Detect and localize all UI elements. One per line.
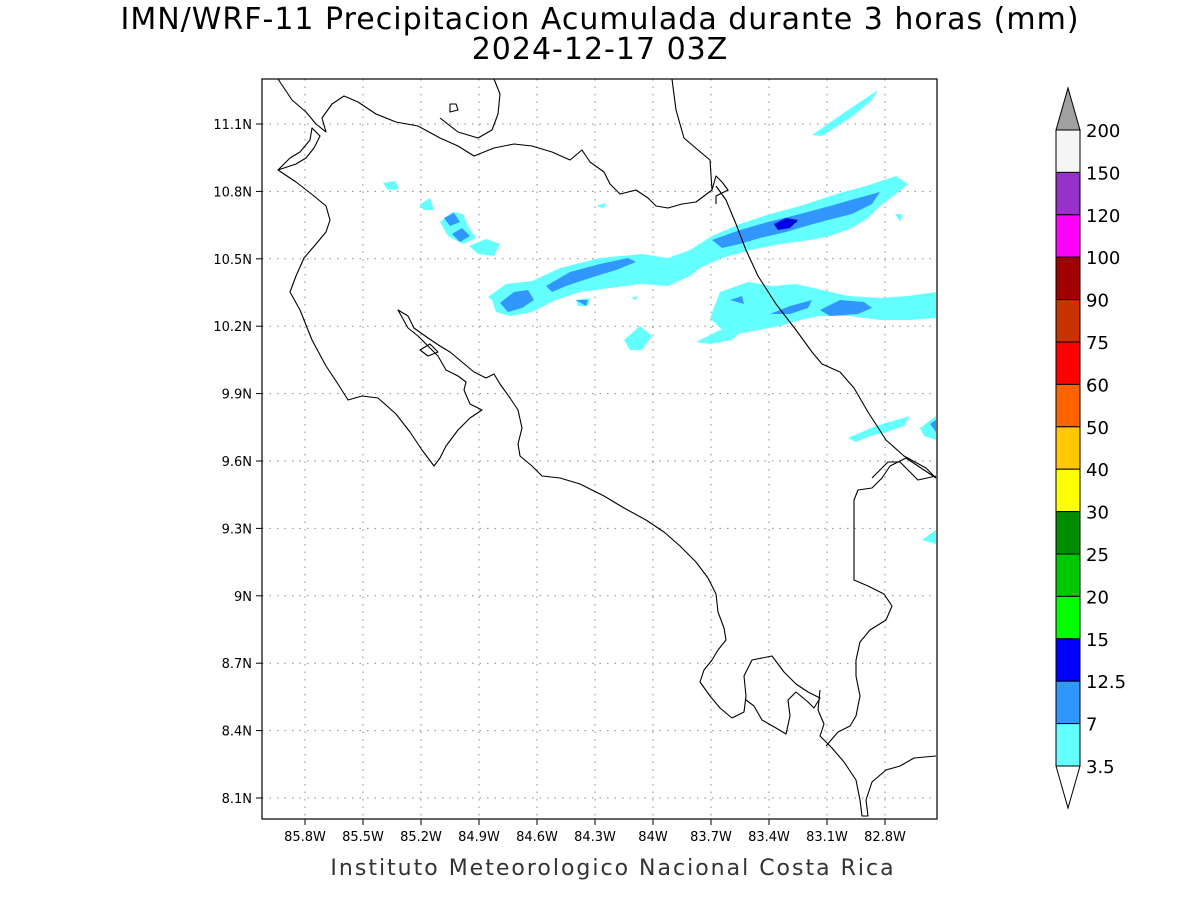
lon-tick-label: 84.3W xyxy=(574,830,616,845)
legend-top-arrow xyxy=(1055,86,1081,131)
lon-tick-label: 85.8W xyxy=(284,830,326,845)
legend-value-label: 40 xyxy=(1086,460,1109,481)
lon-tick-label: 84.9W xyxy=(458,830,500,845)
lat-tick-label: 11.1N xyxy=(213,118,252,133)
lon-tick-label: 85.5W xyxy=(342,830,384,845)
legend-value-label: 30 xyxy=(1086,503,1109,524)
legend-color-band xyxy=(1055,426,1081,470)
legend-value-label: 3.5 xyxy=(1086,757,1115,778)
precipitation-areas xyxy=(383,90,936,544)
precip-color-legend: 200 150 120 100 90 75 60 50 40 30 25 20 15 12.5 7 3.5 xyxy=(1055,86,1126,810)
legend-color-band xyxy=(1055,256,1081,301)
lat-tick-label: 9.3N xyxy=(222,522,252,537)
lat-tick-label: 8.4N xyxy=(222,725,252,740)
legend-bottom-arrow xyxy=(1055,765,1081,810)
legend-color-band xyxy=(1055,723,1081,767)
lon-tick-label: 84W xyxy=(638,830,668,845)
lat-tick-label: 9.6N xyxy=(222,455,252,470)
legend-color-band xyxy=(1055,214,1081,258)
legend-color-band xyxy=(1055,341,1081,385)
legend-value-label: 150 xyxy=(1086,163,1120,184)
lat-tick-label: 9.9N xyxy=(222,388,252,403)
footer-credit: Instituto Meteorologico Nacional Costa R… xyxy=(330,856,896,881)
legend-value-label: 100 xyxy=(1086,248,1120,269)
legend-value-label: 25 xyxy=(1086,545,1109,566)
map-datetime: 2024-12-17 03Z xyxy=(471,32,729,67)
legend-color-band xyxy=(1055,468,1081,513)
map-panel xyxy=(261,78,938,820)
legend-value-label: 12.5 xyxy=(1086,672,1126,693)
lat-tick-label: 8.1N xyxy=(222,792,252,807)
legend-value-label: 75 xyxy=(1086,333,1109,354)
legend-value-label: 7 xyxy=(1086,715,1097,736)
longitude-axis: 85.8W 85.5W 85.2W 84.9W 84.6W 84.3W 84W 83.7W 83… xyxy=(284,819,906,845)
lat-tick-label: 10.2N xyxy=(213,320,252,335)
legend-color-band xyxy=(1055,299,1081,343)
legend-value-label: 20 xyxy=(1086,587,1109,608)
legend-value-label: 200 xyxy=(1086,121,1120,142)
legend-color-band xyxy=(1055,638,1081,682)
lat-tick-label: 10.5N xyxy=(213,253,252,268)
coastlines xyxy=(277,78,937,817)
legend-value-label: 90 xyxy=(1086,291,1109,312)
lat-tick-label: 9N xyxy=(234,590,252,605)
legend-color-band xyxy=(1055,553,1081,597)
map-title: IMN/WRF-11 Precipitacion Acumulada duran… xyxy=(120,2,1080,37)
lat-tick-label: 8.7N xyxy=(222,657,252,672)
legend-value-label: 60 xyxy=(1086,375,1109,396)
lon-tick-label: 84.6W xyxy=(516,830,558,845)
grid-lines xyxy=(262,79,937,819)
legend-color-band xyxy=(1055,383,1081,428)
lon-tick-label: 83.4W xyxy=(748,830,790,845)
lon-tick-label: 83.1W xyxy=(806,830,848,845)
legend-value-label: 50 xyxy=(1086,418,1109,439)
legend-color-band xyxy=(1055,511,1081,555)
legend-color-band xyxy=(1055,129,1081,173)
precip-light xyxy=(383,90,936,544)
lon-tick-label: 82.8W xyxy=(864,830,906,845)
lat-tick-label: 10.8N xyxy=(213,185,252,200)
legend-value-label: 120 xyxy=(1086,206,1120,227)
legend-color-band xyxy=(1055,680,1081,725)
lon-tick-label: 83.7W xyxy=(690,830,732,845)
legend-color-band xyxy=(1055,171,1081,216)
latitude-axis: 11.1N 10.8N 10.5N 10.2N 9.9N 9.6N 9.3N 9N 8.7N 8.… xyxy=(213,118,262,807)
legend-color-band xyxy=(1055,595,1081,640)
legend-value-label: 15 xyxy=(1086,630,1109,651)
lon-tick-label: 85.2W xyxy=(400,830,442,845)
